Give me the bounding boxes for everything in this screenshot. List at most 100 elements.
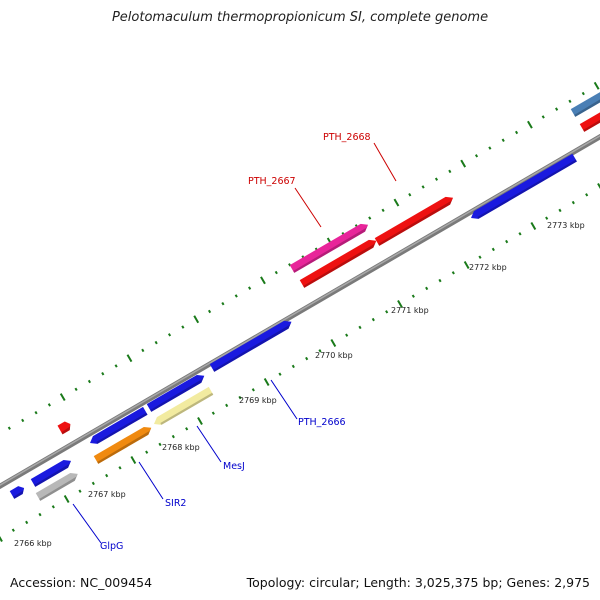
leader-pth2668 <box>373 142 397 182</box>
tick-label-2772: 2772 kbp <box>469 263 507 272</box>
gene-red-small[interactable] <box>57 421 71 435</box>
major-tick <box>0 536 3 542</box>
gene-label-pth2668[interactable]: PTH_2668 <box>323 132 371 143</box>
gene-pth2666-shade <box>213 321 292 372</box>
gene-blue-4[interactable] <box>471 153 577 219</box>
minor-tick <box>581 91 585 96</box>
minor-tick <box>358 325 362 330</box>
gene-label-pth2666[interactable]: PTH_2666 <box>298 417 346 428</box>
gene-blue-1-shade <box>34 460 72 487</box>
leader-sir2 <box>138 461 164 500</box>
minor-tick <box>411 294 415 298</box>
gene-blue-3-shade <box>150 375 205 412</box>
gene-pth2667-red-shade <box>303 240 377 288</box>
minor-tick <box>238 395 242 400</box>
gene-label-mesj[interactable]: MesJ <box>223 461 245 472</box>
gene-label-pth2667[interactable]: PTH_2667 <box>248 176 296 187</box>
minor-tick <box>434 177 439 181</box>
tick-label-2773: 2773 kbp <box>547 221 585 230</box>
minor-tick <box>514 130 519 135</box>
gene-blue-small[interactable] <box>9 486 25 499</box>
tick-label-2766: 2766 kbp <box>14 539 52 548</box>
minor-tick <box>11 528 15 532</box>
leader-glpg <box>72 503 102 544</box>
minor-tick <box>171 434 175 439</box>
minor-tick <box>318 349 322 353</box>
gene-blue-3[interactable] <box>146 374 205 412</box>
minor-tick <box>114 364 118 368</box>
map-title: Pelotomaculum thermopropionicum SI, comp… <box>111 10 489 25</box>
major-tick <box>330 339 337 347</box>
minor-tick <box>425 286 429 291</box>
minor-tick <box>248 286 252 290</box>
outer-tick-track <box>7 81 600 430</box>
major-tick <box>126 354 133 363</box>
gene-pth2667-pink-shade <box>293 224 369 273</box>
major-tick <box>463 261 470 269</box>
gene-red-edge-shade <box>583 119 600 132</box>
gene-red-small-shade <box>61 423 71 435</box>
minor-tick <box>74 387 78 392</box>
gene-pth2667-red[interactable] <box>299 239 377 288</box>
minor-tick <box>488 146 492 150</box>
minor-tick <box>501 138 505 142</box>
genome-backbone-highlight <box>0 134 600 487</box>
gene-label-sir2[interactable]: SIR2 <box>165 498 186 509</box>
major-tick <box>597 183 600 189</box>
minor-tick <box>381 208 385 213</box>
major-tick <box>397 300 403 308</box>
genome-backbone <box>0 133 600 490</box>
leader-pth2666 <box>270 379 298 420</box>
minor-tick <box>21 418 25 423</box>
minor-tick <box>291 364 295 369</box>
minor-tick <box>251 388 255 392</box>
major-tick <box>460 159 467 168</box>
gene-sir2[interactable] <box>93 426 152 464</box>
major-tick <box>530 222 537 230</box>
gene-blue-1[interactable] <box>30 459 72 487</box>
gene-pth2668-shade <box>378 197 454 246</box>
gene-pth2668[interactable] <box>374 196 454 246</box>
tick-label-2767: 2767 kbp <box>88 490 126 499</box>
gene-glpg-shade <box>39 473 78 501</box>
minor-tick <box>438 278 442 283</box>
minor-tick <box>451 271 455 275</box>
gene-steel-shade <box>574 99 600 117</box>
gene-steel[interactable] <box>570 92 600 117</box>
minor-tick <box>91 481 95 486</box>
minor-tick <box>305 356 309 361</box>
minor-tick <box>211 411 215 415</box>
minor-tick <box>225 403 229 408</box>
gene-pth2667-pink[interactable] <box>289 223 369 273</box>
gene-label-glpg[interactable]: GlpG <box>100 541 123 552</box>
minor-tick <box>87 379 92 384</box>
minor-tick <box>545 216 549 220</box>
minor-tick <box>47 403 51 407</box>
minor-tick <box>368 216 372 220</box>
gene-mesj[interactable] <box>154 386 214 425</box>
gene-blue-2[interactable] <box>90 406 148 444</box>
gene-blue-small-shade <box>13 487 25 499</box>
tick-label-2768: 2768 kbp <box>162 443 200 452</box>
minor-tick <box>541 115 545 119</box>
tick-label-2769: 2769 kbp <box>239 396 277 405</box>
minor-tick <box>207 309 212 314</box>
major-tick <box>63 495 70 503</box>
scale-labels: 2766 kbp 2767 kbp 2768 kbp 2769 kbp 2770… <box>14 221 585 548</box>
minor-tick <box>221 301 225 306</box>
gene-glpg[interactable] <box>35 472 78 501</box>
major-tick <box>59 393 66 402</box>
minor-tick <box>385 310 389 314</box>
gene-sir2-shade <box>97 427 152 464</box>
gene-red-edge[interactable] <box>579 107 600 132</box>
minor-tick <box>568 99 572 104</box>
major-tick <box>130 456 137 464</box>
major-tick <box>393 198 400 207</box>
gene-pth2666[interactable] <box>209 320 292 372</box>
accession-text: Accession: NC_009454 <box>10 575 153 590</box>
minor-tick <box>51 505 55 509</box>
minor-tick <box>25 520 29 525</box>
minor-tick <box>585 193 589 197</box>
tick-label-2771: 2771 kbp <box>391 306 429 315</box>
